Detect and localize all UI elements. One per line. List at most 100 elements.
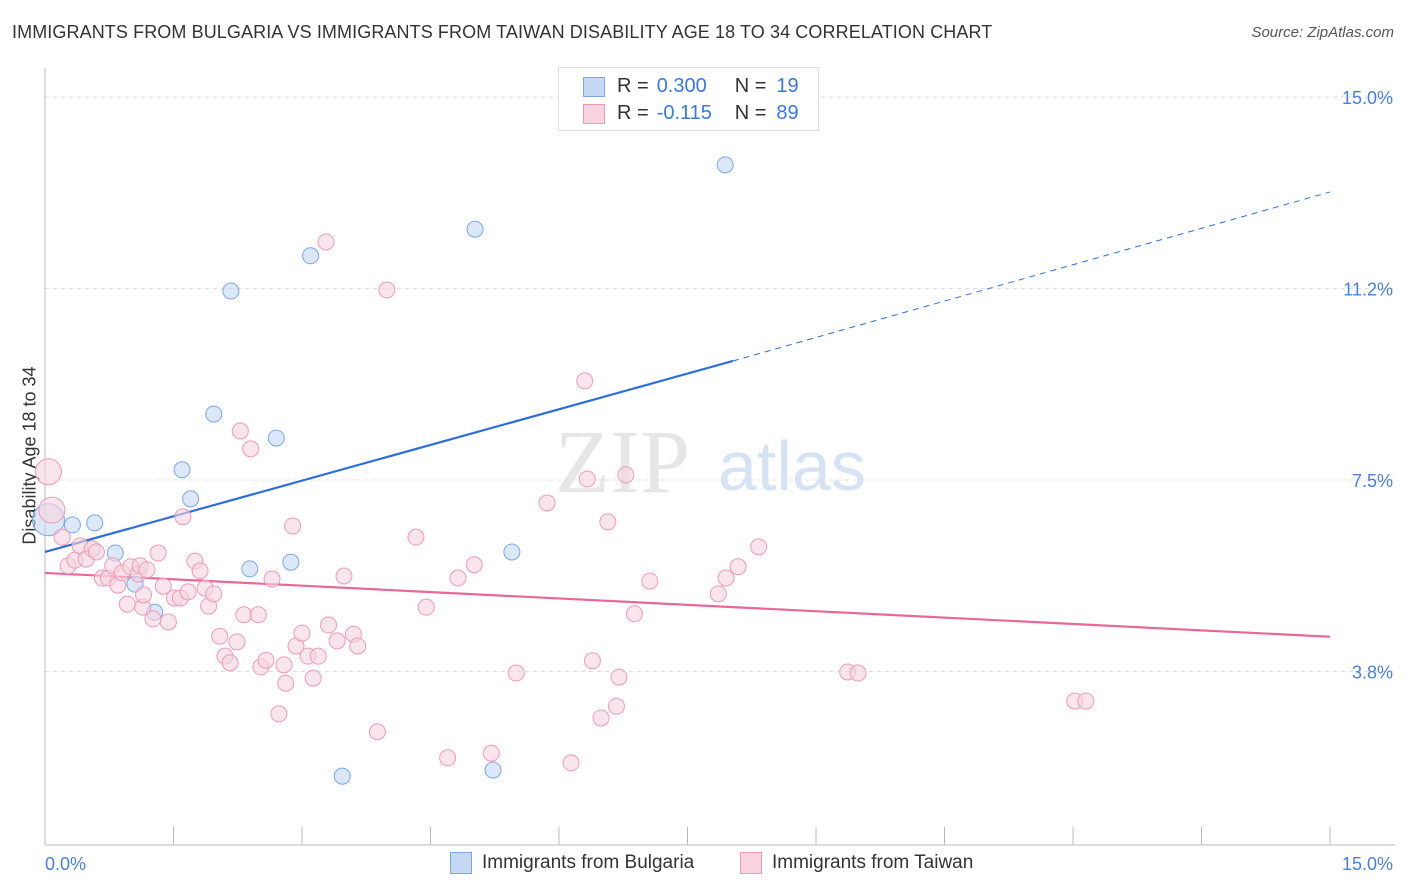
data-point-taiwan	[1077, 692, 1095, 710]
data-point-taiwan	[583, 652, 601, 670]
legend-row-taiwan: R = -0.115 N = 89	[583, 102, 799, 125]
data-point-taiwan	[482, 744, 500, 762]
data-point-taiwan	[320, 616, 338, 634]
data-point-taiwan	[578, 470, 596, 488]
trend-line-bulgaria-extrapolated	[732, 191, 1331, 362]
n-label: N =	[734, 102, 767, 124]
legend-label-taiwan: Immigrants from Taiwan	[772, 852, 974, 873]
data-point-taiwan	[149, 544, 167, 562]
data-point-taiwan	[449, 569, 467, 587]
data-point-taiwan	[53, 528, 71, 546]
data-point-taiwan	[507, 664, 525, 682]
data-point-taiwan	[242, 440, 260, 458]
x-tick-label: 0.0%	[45, 854, 86, 874]
legend-swatch-bulgaria	[583, 77, 605, 97]
bottom-legend-taiwan: Immigrants from Taiwan	[740, 852, 973, 874]
data-point-taiwan	[607, 697, 625, 715]
data-point-taiwan	[335, 567, 353, 585]
data-point-bulgaria	[333, 767, 351, 785]
y-tick-label: 3.8%	[1352, 662, 1393, 682]
data-point-bulgaria	[466, 220, 484, 238]
chart-title: IMMIGRANTS FROM BULGARIA VS IMMIGRANTS F…	[12, 22, 993, 42]
data-point-taiwan	[750, 538, 768, 556]
data-point-bulgaria	[241, 560, 259, 578]
data-point-taiwan	[275, 656, 293, 674]
data-point-bulgaria	[503, 543, 521, 561]
data-point-taiwan	[138, 561, 156, 579]
y-tick-label: 7.5%	[1352, 471, 1393, 491]
data-point-taiwan	[118, 595, 136, 613]
data-point-taiwan	[231, 422, 249, 440]
data-point-taiwan	[235, 606, 253, 624]
data-point-taiwan	[576, 372, 594, 390]
n-value-bulgaria: 19	[776, 75, 799, 97]
data-point-taiwan	[87, 543, 105, 561]
data-point-bulgaria	[222, 282, 240, 300]
r-label: R =	[617, 75, 649, 97]
data-point-bulgaria	[716, 156, 734, 174]
legend-swatch-taiwan	[583, 104, 605, 124]
data-point-bulgaria	[86, 514, 104, 532]
r-value-taiwan: -0.115	[656, 102, 712, 124]
data-point-taiwan	[592, 709, 610, 727]
watermark-atlas: atlas	[718, 427, 866, 505]
data-point-taiwan	[221, 654, 239, 672]
data-point-bulgaria	[302, 247, 320, 265]
data-point-taiwan	[159, 613, 177, 631]
data-point-taiwan	[368, 723, 386, 741]
data-point-taiwan	[849, 664, 867, 682]
data-point-taiwan	[439, 749, 457, 767]
data-point-bulgaria	[267, 429, 285, 447]
y-tick-label: 11.2%	[1343, 279, 1393, 299]
data-point-taiwan	[729, 558, 747, 576]
data-point-taiwan	[617, 466, 635, 484]
data-point-taiwan	[284, 517, 302, 535]
legend-row-bulgaria: R = 0.300 N = 19	[583, 75, 799, 98]
data-point-taiwan	[191, 562, 209, 580]
data-point-taiwan	[417, 598, 435, 616]
data-point-taiwan	[293, 624, 311, 642]
legend-label-bulgaria: Immigrants from Bulgaria	[482, 852, 695, 873]
data-point-taiwan	[135, 586, 153, 604]
bottom-legend-bulgaria: Immigrants from Bulgaria	[450, 852, 694, 874]
legend-swatch-taiwan	[740, 852, 762, 874]
data-point-taiwan	[328, 632, 346, 650]
data-point-taiwan	[38, 496, 66, 524]
data-point-taiwan	[144, 610, 162, 628]
data-point-taiwan	[317, 233, 335, 251]
data-point-bulgaria	[282, 553, 300, 571]
r-value-bulgaria: 0.300	[656, 75, 707, 97]
data-point-bulgaria	[173, 461, 191, 479]
trend-line-bulgaria	[44, 359, 734, 554]
data-point-bulgaria	[63, 516, 81, 534]
data-point-taiwan	[562, 754, 580, 772]
data-point-taiwan	[154, 577, 172, 595]
data-point-bulgaria	[484, 761, 502, 779]
correlation-legend: R = 0.300 N = 19 R = -0.115 N = 89	[558, 67, 819, 131]
trend-line-taiwan	[44, 571, 1331, 638]
data-point-taiwan	[465, 556, 483, 574]
source-label: Source: ZipAtlas.com	[1251, 24, 1394, 41]
data-point-taiwan	[257, 651, 275, 669]
data-point-taiwan	[277, 674, 295, 692]
data-point-taiwan	[709, 585, 727, 603]
r-label: R =	[617, 102, 649, 124]
data-point-bulgaria	[205, 405, 223, 423]
data-point-taiwan	[717, 569, 735, 587]
data-point-taiwan	[270, 705, 288, 723]
data-point-taiwan	[228, 633, 246, 651]
data-point-taiwan	[304, 669, 322, 687]
data-point-taiwan	[205, 585, 223, 603]
n-label: N =	[734, 75, 767, 97]
data-point-bulgaria	[182, 490, 200, 508]
data-point-taiwan	[263, 570, 281, 588]
data-point-taiwan	[211, 627, 229, 645]
data-point-taiwan	[538, 494, 556, 512]
data-point-taiwan	[407, 528, 425, 546]
n-value-taiwan: 89	[776, 102, 799, 124]
x-tick-label: 15.0%	[1342, 854, 1393, 874]
data-point-taiwan	[641, 572, 659, 590]
watermark-zip: ZIP	[555, 413, 690, 512]
data-point-taiwan	[34, 458, 62, 486]
